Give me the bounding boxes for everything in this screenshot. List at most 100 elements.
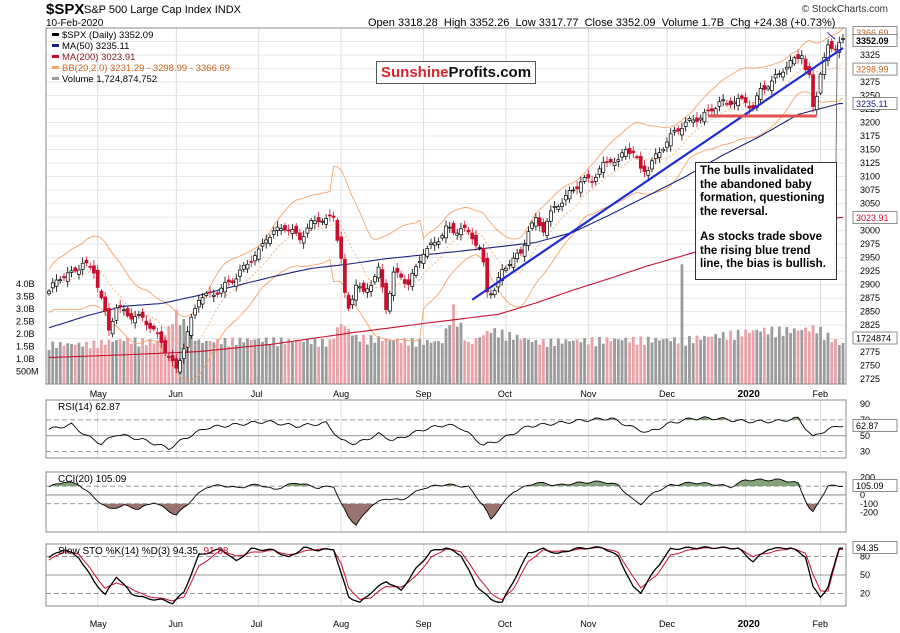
- candle-body: [747, 105, 752, 109]
- volume-bar: [399, 342, 403, 384]
- volume-bar: [744, 329, 748, 384]
- panel-frames: [45, 27, 847, 607]
- volume-bar: [459, 322, 463, 384]
- candle-body: [676, 128, 681, 132]
- volume-bar: [718, 338, 721, 384]
- candle-body: [650, 160, 654, 170]
- candle-body: [706, 109, 711, 112]
- volume-bar: [343, 326, 347, 384]
- candle-body: [425, 248, 430, 257]
- candle-body: [567, 190, 572, 200]
- volume-bar: [837, 345, 841, 384]
- volume-tick-label: 3.0B: [16, 304, 35, 314]
- candle-body: [826, 44, 830, 61]
- x-tick-label-bottom: Feb: [813, 619, 829, 629]
- volume-bar: [781, 335, 785, 384]
- candle-body: [665, 141, 669, 148]
- candle-body: [84, 259, 89, 264]
- ma200-badge-text: 3023.91: [856, 213, 889, 223]
- y-tick-label: 3050: [860, 199, 880, 209]
- volume-bar: [497, 337, 500, 384]
- cci-last-badge-text: 105.09: [856, 481, 884, 491]
- candle-body: [556, 206, 561, 210]
- rsi-title: RSI(14) 62.87: [58, 402, 121, 413]
- volume-bar: [268, 344, 272, 384]
- index-name: S&P 500 Large Cap Index INDX: [84, 4, 241, 16]
- candle-body: [238, 269, 242, 277]
- volume-bar: [321, 338, 324, 384]
- y-tick-label: 3200: [860, 118, 880, 128]
- y-tick-label: 2775: [860, 347, 880, 357]
- candle-body: [642, 165, 647, 172]
- candle-body: [324, 218, 329, 225]
- volume-bar: [609, 341, 613, 384]
- candle-body: [447, 226, 452, 229]
- candle-body: [466, 229, 471, 233]
- volume-bar: [508, 331, 512, 384]
- volume-bar: [88, 348, 92, 384]
- candle-body: [638, 155, 643, 169]
- candle-body: [107, 308, 111, 331]
- candle-body: [481, 248, 486, 263]
- volume-bar: [721, 331, 725, 384]
- volume-bar: [324, 346, 328, 384]
- ma50-swatch: [52, 43, 59, 47]
- candle-body: [402, 279, 407, 284]
- y-tick-label: 2950: [860, 253, 880, 263]
- sto-title: Slow STO %K(14) %D(3) 94.35, 91.88: [58, 546, 229, 557]
- volume-bar: [294, 339, 298, 384]
- candle-body: [818, 73, 823, 94]
- volume-bar: [358, 341, 362, 384]
- candle-body: [728, 100, 733, 106]
- volume-bar: [227, 346, 231, 384]
- candle-body: [65, 272, 70, 282]
- volume-bar: [249, 340, 253, 384]
- bb-mid-badge: [852, 62, 898, 76]
- volume-tick-label: 500M: [16, 367, 39, 377]
- volume-bar: [62, 345, 66, 384]
- x-tick-label-bottom: Nov: [580, 619, 597, 629]
- sto-last-badge-text: 94.35: [856, 543, 879, 553]
- candle-body: [125, 308, 130, 317]
- volume-bar: [354, 334, 358, 384]
- volume-bar: [377, 336, 380, 384]
- candle-body: [62, 276, 66, 279]
- volume-bar: [455, 326, 459, 384]
- volume-bar: [51, 341, 55, 384]
- sto-panel-frame: [45, 543, 847, 607]
- candle-body: [631, 150, 636, 154]
- candle-body: [279, 228, 284, 231]
- candle-body: [769, 80, 774, 91]
- volume-bar: [841, 342, 845, 384]
- candle-body: [462, 224, 467, 228]
- volume-tick-label: 3.5B: [16, 292, 35, 302]
- volume-bar: [549, 338, 553, 384]
- volume-layer: [47, 264, 845, 384]
- volume-tick-label: 1.0B: [16, 354, 35, 364]
- candle-body: [526, 231, 531, 246]
- candle-body: [492, 290, 497, 296]
- candle-body: [170, 355, 175, 361]
- volume-bar: [212, 342, 216, 384]
- volume-bar: [380, 340, 384, 384]
- y-tick-label: 2850: [860, 307, 880, 317]
- volume-bar: [822, 340, 826, 384]
- volume-bar: [264, 337, 268, 384]
- volume-bar: [545, 346, 549, 384]
- candle-body: [799, 55, 804, 59]
- volume-bar: [189, 329, 193, 384]
- rsi-panel-frame: [45, 399, 847, 459]
- axis-label-layer: 2725275027752800282528502875290029252950…: [16, 26, 898, 630]
- y-tick-label: 3250: [860, 91, 880, 101]
- copyright-notice: © StockCharts.com: [801, 4, 888, 15]
- candle-body: [346, 294, 351, 309]
- candle-body: [275, 226, 280, 231]
- volume-bar: [564, 339, 568, 384]
- volume-bar: [800, 329, 804, 384]
- volume-bar: [830, 342, 834, 384]
- annotation-box: The bulls invalidated the abandoned baby…: [695, 162, 837, 280]
- volume-bar: [332, 338, 336, 384]
- bollinger-band-layer: [48, 28, 844, 382]
- volume-bar: [407, 345, 410, 384]
- volume-bar: [392, 340, 395, 384]
